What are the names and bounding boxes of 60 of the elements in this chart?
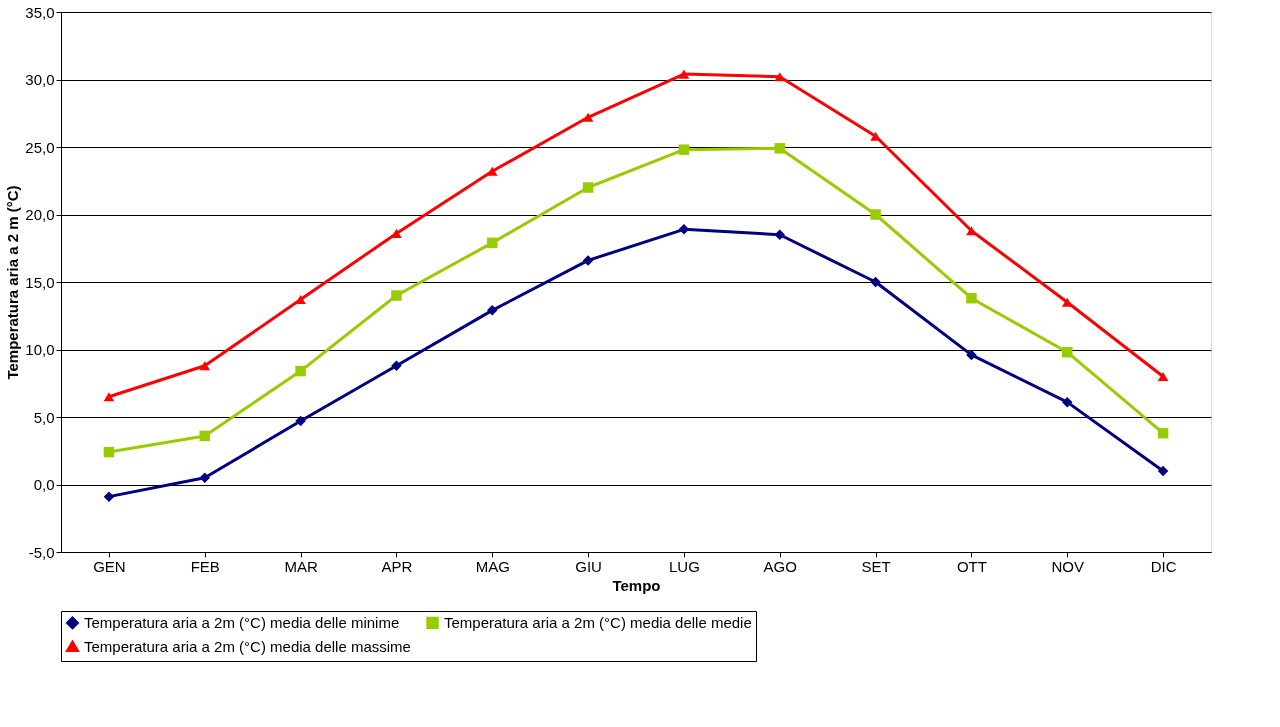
y-tick-label: 20,0 [25, 206, 55, 223]
point [1157, 427, 1169, 439]
x-tick-label: DIC [1150, 557, 1177, 575]
point [678, 144, 690, 155]
point [391, 290, 402, 301]
legend-label: Temperatura aria a 2m (°C) media delle medie [444, 613, 752, 631]
y-tick-label: 25,0 [25, 138, 55, 156]
point [295, 415, 306, 427]
y-tick-label: 30,0 [25, 71, 55, 88]
legend-label: Temperatura aria a 2m (°C) media delle minime [84, 613, 400, 631]
point [391, 360, 402, 371]
point [966, 226, 977, 236]
point [582, 255, 594, 266]
x-tick-label: APR [381, 557, 413, 575]
y-tick-label: -5,0 [28, 543, 55, 561]
y-axis-title: Temperatura aria a 2 m (°C) [4, 185, 22, 380]
point [870, 276, 881, 288]
x-tick-label: MAR [284, 557, 318, 575]
point [582, 112, 594, 122]
point [1157, 465, 1169, 477]
point [103, 446, 115, 458]
x-tick-label: AGO [763, 557, 797, 575]
x-axis-title: Tempo [612, 576, 661, 594]
point [678, 69, 690, 79]
y-tick-label: 10,0 [25, 341, 55, 358]
point [199, 430, 210, 442]
point [199, 361, 210, 371]
point [295, 365, 306, 377]
x-tick-label: SET [861, 557, 891, 575]
y-tick-label: 5,0 [33, 408, 55, 426]
point [103, 392, 115, 402]
point [199, 472, 210, 483]
point [391, 228, 402, 238]
point [774, 143, 785, 154]
y-tick-label: 35,0 [25, 3, 55, 21]
point [870, 131, 881, 141]
point [870, 209, 881, 220]
x-tick-label: GEN [93, 557, 126, 575]
legend-label: Temperatura aria a 2m (°C) media delle massime [84, 637, 411, 655]
x-tick-label: FEB [190, 557, 220, 575]
point [487, 237, 498, 249]
x-tick-label: NOV [1051, 557, 1085, 575]
point [487, 305, 498, 316]
y-tick-label: 0,0 [33, 476, 55, 493]
point [582, 182, 594, 193]
x-tick-label: OTT [956, 557, 987, 575]
point [966, 292, 977, 304]
x-tick-label: MAG [475, 557, 510, 575]
x-tick-label: GIU [575, 557, 602, 575]
x-tick-label: LUG [668, 557, 700, 575]
point [487, 166, 498, 176]
y-tick-label: 15,0 [25, 273, 55, 291]
point [1062, 346, 1073, 358]
point [774, 229, 785, 240]
point [295, 295, 306, 305]
point [1062, 396, 1073, 408]
point [774, 72, 785, 82]
point [966, 349, 977, 361]
point [103, 491, 115, 502]
point [1157, 371, 1169, 382]
